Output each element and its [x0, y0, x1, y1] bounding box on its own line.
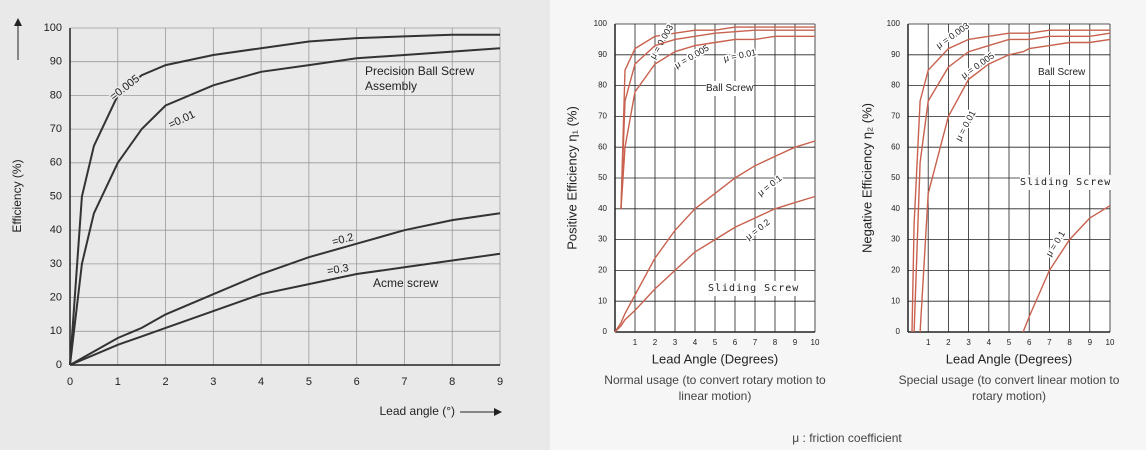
y-tick-label: 90	[891, 50, 900, 59]
y-tick-label: 70	[598, 112, 607, 121]
y-tick-label: 30	[598, 235, 607, 244]
x-axis-label: Lead Angle (Degrees)	[946, 351, 1072, 366]
x-tick-label: 4	[258, 376, 264, 388]
x-axis-label: Lead angle (°)	[379, 404, 455, 418]
x-tick-label: 8	[773, 338, 778, 347]
x-tick-label: 8	[449, 376, 455, 388]
x-tick-label: 2	[946, 338, 951, 347]
y-tick-label: 100	[887, 19, 901, 28]
annotation: Acme screw	[373, 276, 439, 290]
annotation: Sliding Screw	[1020, 175, 1112, 190]
annotation: Sliding Screw	[708, 281, 800, 296]
x-tick-label: 6	[733, 338, 738, 347]
x-tick-label: 1	[926, 338, 931, 347]
x-tick-label: 1	[633, 338, 638, 347]
y-tick-label: 90	[50, 56, 62, 68]
y-axis-label: Negative Efficiency η₂ (%)	[859, 103, 874, 253]
x-tick-label: 7	[753, 338, 758, 347]
x-tick-label: 3	[210, 376, 216, 388]
y-tick-label: 60	[50, 157, 62, 169]
x-tick-label: 10	[811, 338, 820, 347]
footnote: μ : friction coefficient	[792, 431, 902, 445]
x-axis-label: Lead Angle (Degrees)	[652, 351, 778, 366]
y-tick-label: 80	[50, 89, 62, 101]
x-tick-label: 5	[713, 338, 718, 347]
line	[620, 29, 815, 209]
y-axis-label: Positive Efficiency η₁ (%)	[564, 106, 579, 250]
annotation: Ball Screw	[706, 81, 754, 96]
x-tick-label: 3	[673, 338, 678, 347]
x-tick-label: 4	[987, 338, 992, 347]
x-tick-label: 4	[693, 338, 698, 347]
line	[69, 252, 501, 366]
y-tick-label: 50	[598, 173, 607, 182]
y-tick-label: 20	[50, 292, 62, 304]
x-tick-label: 9	[497, 376, 503, 388]
caption: Special usage (to convert linear motion …	[898, 373, 1120, 403]
y-tick-label: 60	[598, 142, 607, 151]
line	[911, 29, 1110, 333]
y-tick-label: 90	[598, 50, 607, 59]
y-tick-label: 30	[50, 258, 62, 270]
y-tick-label: 10	[891, 296, 900, 305]
y-axis-label: Efficiency (%)	[10, 159, 24, 232]
y-tick-label: 20	[891, 266, 900, 275]
y-tick-label: 30	[891, 235, 900, 244]
x-tick-label: 6	[1027, 338, 1032, 347]
y-tick-label: 0	[896, 327, 901, 336]
x-tick-label: 6	[354, 376, 360, 388]
line	[620, 35, 815, 209]
y-tick-label: 80	[598, 81, 607, 90]
x-tick-label: 3	[966, 338, 971, 347]
x-tick-label: 2	[653, 338, 658, 347]
x-tick-label: 5	[1007, 338, 1012, 347]
x-tick-label: 9	[793, 338, 798, 347]
y-tick-label: 40	[598, 204, 607, 213]
line	[614, 140, 816, 333]
y-tick-label: 0	[603, 327, 608, 336]
line	[69, 212, 501, 366]
y-tick-label: 100	[594, 19, 608, 28]
y-tick-label: 50	[50, 190, 62, 202]
x-tick-label: 5	[306, 376, 312, 388]
line	[614, 195, 816, 333]
x-tick-label: 1	[115, 376, 121, 388]
x-tick-label: 10	[1106, 338, 1115, 347]
line	[620, 26, 815, 209]
y-tick-label: 10	[50, 325, 62, 337]
y-tick-label: 70	[50, 123, 62, 135]
line	[69, 33, 500, 366]
caption: Normal usage (to convert rotary motion t…	[604, 373, 826, 403]
y-tick-label: 100	[44, 22, 62, 34]
x-tick-label: 9	[1088, 338, 1093, 347]
y-tick-label: 10	[598, 296, 607, 305]
y-tick-label: 20	[598, 266, 607, 275]
y-tick-label: 0	[56, 359, 62, 371]
y-tick-label: 50	[891, 173, 900, 182]
x-tick-label: 8	[1067, 338, 1072, 347]
x-tick-label: 2	[162, 376, 168, 388]
y-tick-label: 70	[891, 112, 900, 121]
line	[919, 38, 1111, 333]
line	[913, 32, 1111, 333]
annotation: Precision Ball Screw Assembly	[365, 64, 475, 93]
series-label: =0.3	[326, 262, 349, 278]
y-tick-label: 60	[891, 142, 900, 151]
y-tick-label: 80	[891, 81, 900, 90]
x-tick-label: 0	[67, 376, 73, 388]
line	[1022, 205, 1111, 333]
y-tick-label: 40	[50, 224, 62, 236]
line	[69, 47, 501, 366]
y-tick-label: 40	[891, 204, 900, 213]
x-tick-label: 7	[401, 376, 407, 388]
annotation: Ball Screw	[1038, 65, 1086, 80]
x-tick-label: 7	[1047, 338, 1052, 347]
